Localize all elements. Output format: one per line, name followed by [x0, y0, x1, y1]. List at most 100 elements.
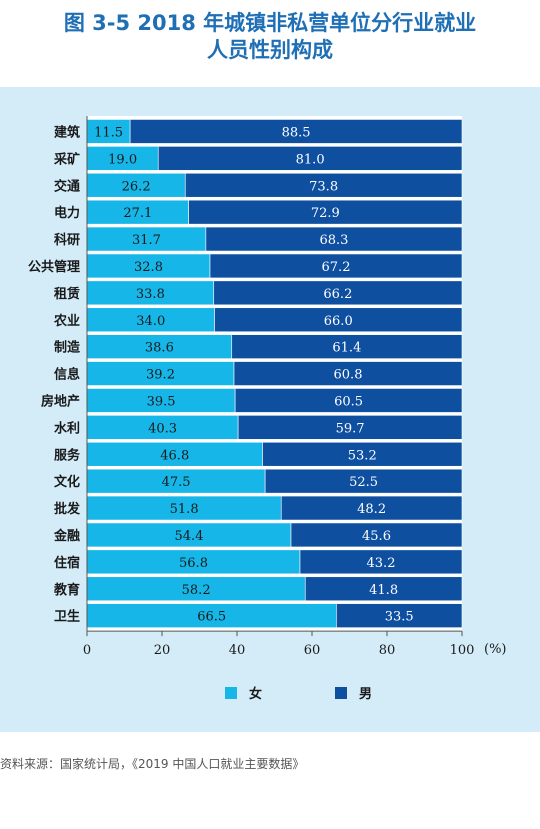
category-label: 住宿: [54, 555, 80, 571]
data-label: 73.8: [309, 179, 338, 194]
bar-female: [86, 146, 159, 171]
data-label: 54.4: [175, 529, 204, 544]
data-label: 72.9: [311, 206, 340, 221]
data-label: 19.0: [108, 152, 137, 167]
bar-male: [214, 307, 463, 333]
chart-title: 图 3-5 2018 年城镇非私营单位分行业就业: [63, 11, 477, 35]
bar-male: [188, 199, 463, 225]
data-label: 32.8: [134, 260, 163, 275]
bar-female: [86, 549, 301, 575]
data-label: 66.0: [324, 314, 353, 329]
bar-male: [264, 468, 463, 494]
category-label: 农业: [53, 313, 80, 329]
category-label: 采矿: [53, 151, 80, 167]
legend-label: 男: [359, 687, 372, 702]
data-label: 60.5: [334, 394, 363, 409]
x-tick-label: 20: [154, 643, 171, 658]
legend-label: 女: [249, 686, 262, 702]
bar-female: [86, 603, 337, 628]
category-label: 制造: [54, 340, 81, 356]
chart-subtitle: 人员性别构成: [207, 38, 333, 62]
category-label: 水利: [54, 420, 80, 436]
bar-male: [233, 361, 463, 386]
bar-female: [86, 522, 292, 548]
legend-swatch: [225, 687, 237, 699]
x-unit-label: (%): [484, 642, 507, 657]
bar-male: [237, 415, 463, 440]
data-label: 11.5: [94, 125, 123, 140]
data-label: 47.5: [162, 475, 191, 490]
data-label: 66.5: [197, 610, 226, 625]
bar-male: [280, 495, 463, 521]
data-label: 52.5: [349, 475, 378, 490]
data-label: 39.2: [146, 368, 175, 383]
data-label: 40.3: [148, 421, 177, 436]
bar-male: [157, 146, 463, 171]
data-label: 51.8: [170, 502, 199, 517]
category-label: 信息: [54, 367, 80, 383]
bar-female: [86, 119, 131, 144]
data-label: 58.2: [182, 583, 211, 598]
bar-male: [129, 119, 463, 144]
data-label: 39.5: [147, 394, 176, 409]
x-tick-label: 40: [229, 643, 246, 658]
category-label: 批发: [54, 501, 81, 517]
bar-female: [86, 280, 215, 306]
category-label: 卫生: [54, 609, 80, 625]
bar-male: [234, 388, 463, 413]
data-label: 56.8: [179, 556, 208, 571]
bar-male: [304, 576, 463, 602]
category-label: 房地产: [41, 393, 80, 409]
data-label: 59.7: [336, 421, 365, 436]
bar-female: [86, 415, 239, 440]
category-label: 租赁: [54, 286, 80, 302]
bar-male: [299, 549, 463, 575]
bar-male: [290, 522, 463, 548]
bar-male: [262, 441, 463, 467]
bar-male: [205, 226, 463, 252]
data-label: 33.5: [385, 610, 414, 625]
data-label: 61.4: [332, 341, 361, 356]
data-label: 68.3: [319, 233, 348, 248]
category-label: 建筑: [54, 124, 80, 140]
data-label: 43.2: [367, 556, 396, 571]
bar-female: [86, 576, 306, 602]
category-label: 教育: [53, 582, 80, 598]
data-label: 41.8: [369, 583, 398, 598]
bar-female: [86, 388, 236, 413]
category-label: 服务: [54, 447, 81, 463]
bar-female: [86, 307, 215, 333]
category-label: 科研: [54, 232, 80, 248]
bar-female: [86, 495, 282, 521]
category-label: 金融: [53, 528, 80, 544]
legend-swatch: [335, 687, 347, 699]
data-label: 46.8: [160, 448, 189, 463]
data-label: 31.7: [132, 233, 161, 248]
category-label: 公共管理: [28, 259, 80, 275]
data-label: 45.6: [362, 529, 391, 544]
x-tick-label: 60: [304, 643, 321, 658]
data-label: 34.0: [136, 314, 165, 329]
data-label: 66.2: [323, 287, 352, 302]
data-label: 60.8: [334, 368, 363, 383]
data-label: 67.2: [322, 260, 351, 275]
category-label: 交通: [54, 178, 80, 194]
data-label: 38.6: [145, 341, 174, 356]
bar-male: [209, 253, 463, 279]
stacked-bar-chart: 11.5 88.5 建筑 19.0 81.0 采矿 26.2 73.8 交通 27.1 72.9 电力…: [28, 116, 507, 702]
bar-female: [86, 334, 233, 359]
data-label: 88.5: [282, 125, 311, 140]
x-tick-label: 80: [379, 643, 396, 658]
data-label: 27.1: [123, 206, 152, 221]
source-note: 资料来源：国家统计局，《2019 中国人口就业主要数据》: [0, 757, 305, 771]
data-label: 33.8: [136, 287, 165, 302]
bar-male: [231, 334, 463, 359]
data-label: 26.2: [122, 179, 151, 194]
data-label: 53.2: [348, 448, 377, 463]
chart-panel: 11.5 88.5 建筑 19.0 81.0 采矿 26.2 73.8 交通 27.1 72.9 电力…: [0, 87, 540, 732]
data-label: 81.0: [296, 152, 325, 167]
data-label: 48.2: [357, 502, 386, 517]
bar-male: [336, 603, 463, 628]
x-tick-label: 100: [450, 643, 475, 658]
bar-female: [86, 253, 211, 279]
